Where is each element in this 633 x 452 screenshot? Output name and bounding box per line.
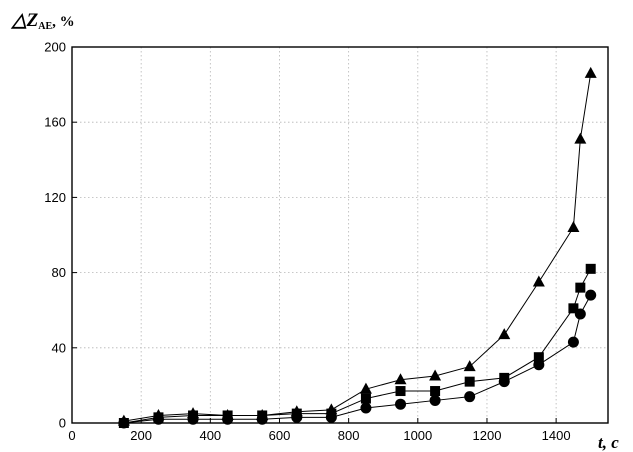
data-point-circle <box>325 411 337 423</box>
y-axis-subscript: AE <box>38 21 52 32</box>
series-square <box>118 263 596 428</box>
data-point-circle <box>152 413 164 425</box>
y-axis-unit: , % <box>52 14 75 30</box>
series-line-circle <box>123 294 592 424</box>
data-point-circle <box>429 394 441 406</box>
data-point-triangle <box>429 369 442 381</box>
y-tick-label: 160 <box>44 115 66 130</box>
y-tick-label: 120 <box>44 190 66 205</box>
data-point-circle <box>567 336 579 348</box>
y-axis-title: △ZAE, % <box>10 10 75 32</box>
data-point-square <box>430 386 441 397</box>
data-point-circle <box>574 308 586 320</box>
x-axis-title: t, c <box>598 433 619 452</box>
data-point-square <box>568 303 579 314</box>
y-tick-label: 80 <box>52 265 66 280</box>
data-point-triangle <box>532 275 545 287</box>
data-point-square <box>533 352 544 363</box>
y-tick-label: 200 <box>44 40 66 55</box>
grid <box>72 47 608 423</box>
x-tick-label: 600 <box>269 428 291 443</box>
data-point-triangle <box>574 132 587 144</box>
data-point-square <box>575 282 586 293</box>
data-point-square <box>464 376 475 387</box>
data-point-circle <box>395 398 407 410</box>
data-point-circle <box>222 413 234 425</box>
series-line-square <box>123 268 592 424</box>
x-tick-label: 0 <box>68 428 75 443</box>
data-point-triangle <box>584 66 597 78</box>
series-circle <box>118 289 597 429</box>
x-tick-label: 1200 <box>473 428 502 443</box>
data-point-circle <box>464 391 476 403</box>
data-point-circle <box>585 289 597 301</box>
series-layer <box>117 66 597 429</box>
data-point-circle <box>256 413 268 425</box>
x-axis-unit: , c <box>602 433 620 452</box>
data-point-square <box>360 393 371 404</box>
data-point-triangle <box>463 360 476 372</box>
data-point-square <box>585 263 596 274</box>
x-tick-label: 400 <box>199 428 221 443</box>
data-point-triangle <box>567 220 580 232</box>
data-point-triangle <box>498 328 511 340</box>
data-point-circle <box>533 359 545 371</box>
data-point-circle <box>498 376 510 388</box>
x-tick-label: 200 <box>130 428 152 443</box>
data-point-square <box>395 386 406 397</box>
x-axis-var: t <box>598 433 604 452</box>
x-tick-label: 800 <box>338 428 360 443</box>
plot-frame <box>71 46 609 424</box>
data-point-circle <box>360 402 372 414</box>
y-axis-symbol: △Z <box>10 10 39 31</box>
series-line-triangle <box>123 73 592 422</box>
y-tick-label: 40 <box>52 340 66 355</box>
axis-layer: 0 200 400 600 800 1000 1200 1400 0 40 80 120 160 200 <box>44 40 570 444</box>
data-point-triangle <box>394 373 407 385</box>
data-point-circle <box>187 413 199 425</box>
y-tick-label: 0 <box>59 416 66 431</box>
data-point-triangle <box>359 382 372 394</box>
data-point-circle <box>291 411 303 423</box>
x-tick-label: 1400 <box>542 428 571 443</box>
x-tick-label: 1000 <box>403 428 432 443</box>
